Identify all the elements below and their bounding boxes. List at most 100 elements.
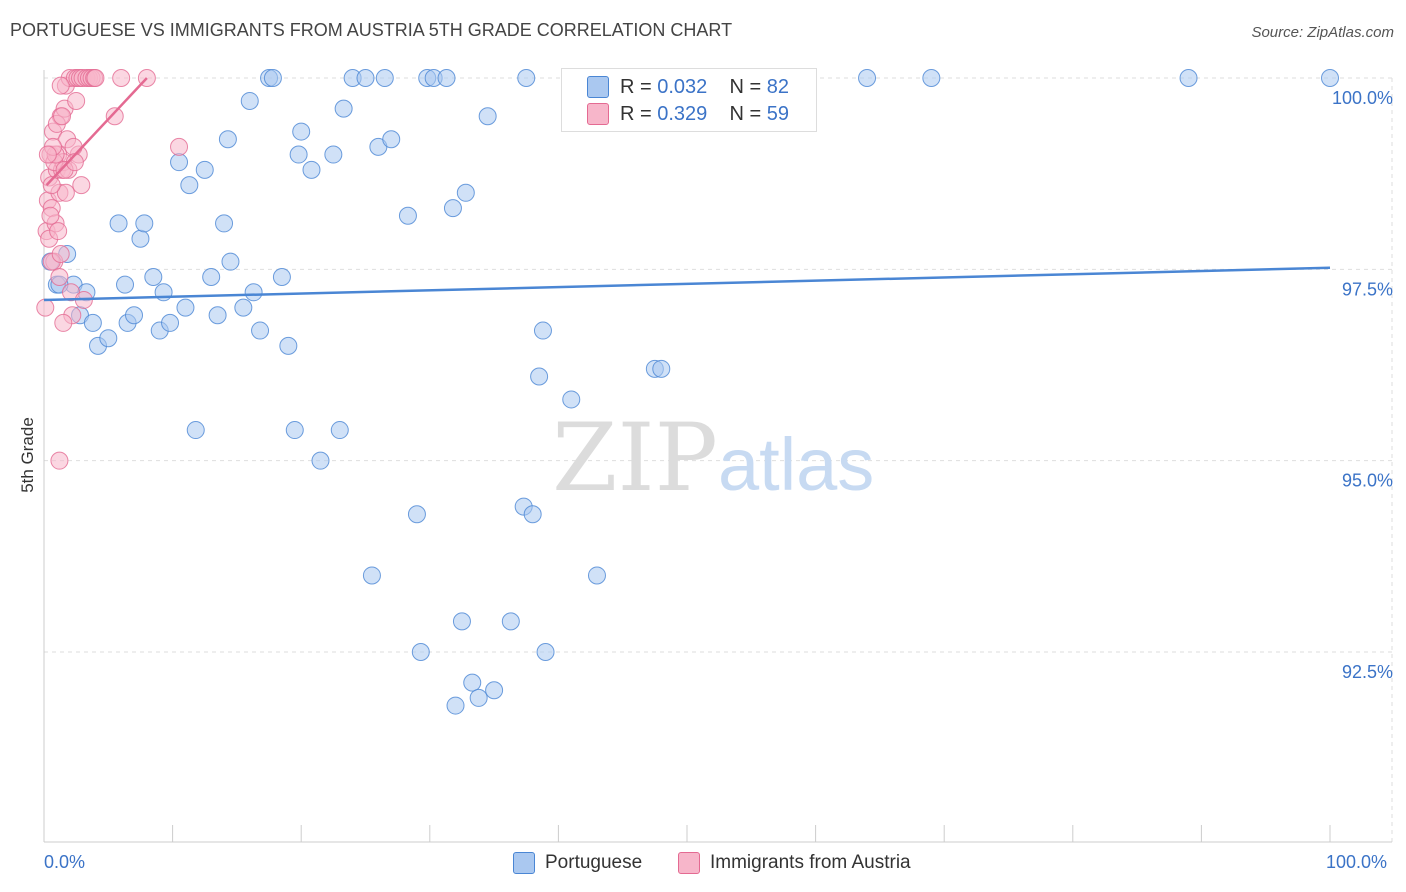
y-axis-label: 5th Grade	[17, 417, 37, 493]
data-point	[469, 688, 488, 707]
y-tick-label: 92.5%	[1342, 662, 1393, 682]
data-point	[51, 245, 70, 264]
data-point	[443, 199, 462, 218]
data-point	[244, 283, 263, 302]
austria-swatch	[587, 103, 609, 125]
data-point	[51, 76, 70, 95]
data-point	[1321, 69, 1339, 87]
data-point	[463, 673, 482, 692]
data-point	[50, 267, 69, 286]
legend-label: Immigrants from Austria	[710, 852, 911, 873]
data-point	[272, 267, 291, 286]
legend-swatch	[513, 852, 535, 874]
y-tick-label: 100.0%	[1332, 88, 1393, 108]
data-point	[109, 214, 128, 233]
y-tick-label: 97.5%	[1342, 279, 1393, 299]
stats-text: R = 0.032 N = 82	[620, 76, 789, 99]
data-point	[54, 313, 73, 332]
data-point	[131, 229, 150, 248]
data-point	[112, 69, 131, 87]
data-point	[478, 107, 497, 126]
data-point	[1179, 69, 1198, 87]
chart-title: PORTUGUESE VS IMMIGRANTS FROM AUSTRIA 5T…	[10, 20, 733, 40]
legend-swatch	[678, 852, 700, 874]
data-point	[49, 222, 68, 241]
data-point	[161, 313, 180, 332]
data-point	[536, 643, 555, 661]
data-point	[105, 107, 124, 126]
data-point	[530, 367, 549, 386]
data-point	[64, 137, 83, 156]
trend-line	[45, 77, 148, 187]
legend-item-portuguese[interactable]: Portuguese	[513, 852, 642, 874]
data-point	[517, 69, 536, 87]
r-value: 0.329	[657, 102, 708, 125]
data-point	[41, 206, 60, 225]
data-point	[135, 214, 154, 233]
n-label: N =	[729, 75, 767, 98]
data-point	[334, 99, 353, 118]
legend-item-austria[interactable]: Immigrants from Austria	[678, 852, 911, 874]
data-point	[180, 176, 199, 195]
y-tick-labels: 100.0% 97.5% 95.0% 92.5%	[1332, 88, 1393, 682]
data-point	[375, 69, 394, 87]
legend-label: Portuguese	[545, 852, 643, 873]
data-point	[240, 91, 259, 110]
data-point	[446, 696, 465, 715]
data-point	[176, 298, 195, 317]
data-point	[170, 153, 189, 172]
data-point	[356, 69, 375, 87]
source-label: Source: ZipAtlas.com	[1251, 24, 1394, 41]
data-point	[234, 298, 253, 317]
data-point	[72, 176, 91, 195]
x-tick-label-max: 100.0%	[1326, 852, 1388, 872]
x-tick-label-min: 0.0%	[44, 852, 86, 872]
data-point	[922, 69, 941, 87]
axis-layer	[43, 70, 1392, 843]
watermark-atlas: atlas	[718, 423, 874, 506]
data-point	[36, 298, 55, 317]
data-point	[53, 107, 72, 126]
data-point	[279, 336, 298, 355]
data-point	[116, 275, 135, 294]
data-point	[263, 69, 282, 87]
watermark: ZIP atlas	[552, 404, 874, 513]
y-tick-label: 95.0%	[1342, 471, 1393, 491]
data-point	[437, 69, 456, 87]
data-point	[285, 421, 304, 440]
data-point	[533, 321, 552, 340]
data-point	[83, 313, 102, 332]
data-point	[382, 130, 401, 149]
data-point	[38, 145, 57, 164]
data-point	[125, 306, 144, 325]
data-point	[99, 329, 118, 348]
portuguese-swatch	[587, 76, 609, 98]
data-point	[218, 130, 237, 149]
data-point	[208, 306, 227, 325]
data-point	[170, 137, 189, 156]
data-point	[858, 69, 877, 87]
data-point	[251, 321, 270, 340]
data-point	[186, 421, 205, 440]
data-point	[202, 267, 221, 286]
data-point	[587, 566, 606, 585]
points-layer	[36, 69, 1339, 715]
data-point	[292, 122, 311, 141]
data-point	[215, 214, 234, 233]
data-point	[42, 176, 61, 195]
data-point	[50, 451, 69, 470]
r-value: 0.032	[657, 75, 708, 98]
r-label: R =	[620, 75, 658, 98]
data-point	[562, 390, 581, 409]
data-point	[144, 267, 163, 286]
data-point	[452, 612, 471, 631]
data-point	[311, 451, 330, 470]
data-point	[67, 91, 86, 110]
data-point	[652, 359, 671, 378]
trend-line	[43, 266, 1331, 302]
data-point	[362, 566, 381, 585]
data-point	[501, 612, 520, 631]
stats-text: R = 0.329 N = 59	[620, 103, 789, 126]
data-point	[407, 505, 426, 524]
